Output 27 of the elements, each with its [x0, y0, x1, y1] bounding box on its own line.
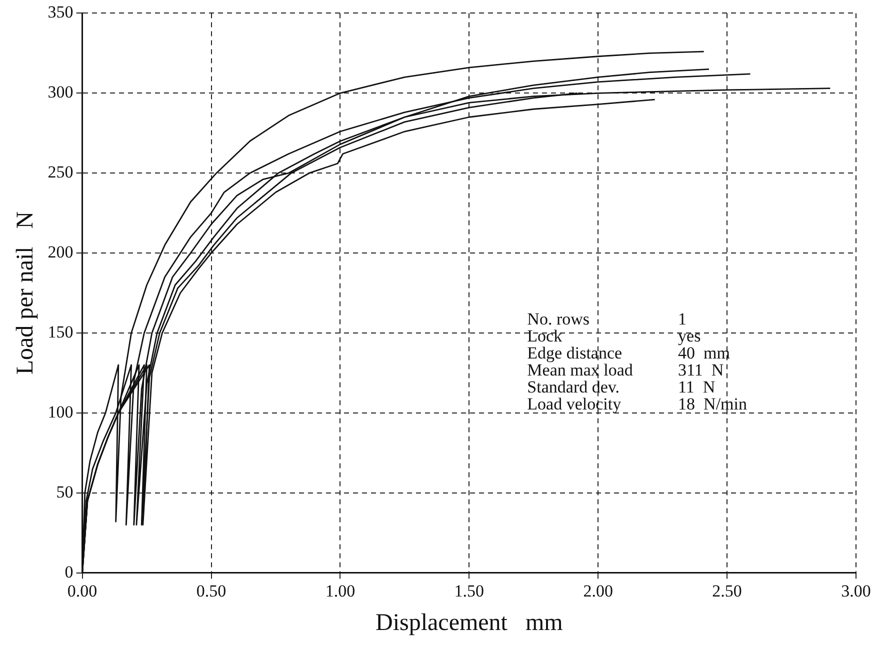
y-tick-label: 250: [48, 162, 74, 182]
y-axis-title: Load per nail N: [12, 211, 39, 375]
annotation: 11 N: [678, 378, 716, 397]
annotation: yes: [678, 326, 701, 346]
annotation: No. rows: [527, 310, 590, 329]
annotation: 311 N: [678, 360, 724, 380]
y-tick-label: 50: [56, 482, 74, 502]
annotation: Standard dev.: [527, 378, 620, 397]
y-tick-label: 150: [48, 322, 74, 342]
annotation: Edge distance: [527, 344, 622, 363]
x-tick-label: 1.00: [325, 581, 356, 600]
annotation: Load velocity: [527, 394, 622, 414]
y-tick-label: 100: [48, 402, 74, 422]
y-tick-label: 0: [64, 562, 74, 582]
annotation: 1: [678, 310, 687, 329]
x-tick-label: 2.00: [583, 581, 613, 600]
x-tick-label: 0.00: [67, 581, 98, 600]
x-axis-title: Displacement mm: [376, 610, 564, 636]
annotation: 18 N/min: [678, 394, 748, 414]
y-tick-label: 300: [48, 82, 74, 102]
x-tick-label: 0.50: [196, 581, 226, 600]
x-tick-label: 3.00: [841, 581, 871, 600]
y-tick-label: 350: [48, 2, 74, 22]
x-tick-label: 1.50: [454, 581, 484, 600]
x-tick-label: 2.50: [712, 581, 742, 600]
y-tick-label: 200: [48, 242, 74, 262]
annotation: Lock: [527, 326, 563, 346]
